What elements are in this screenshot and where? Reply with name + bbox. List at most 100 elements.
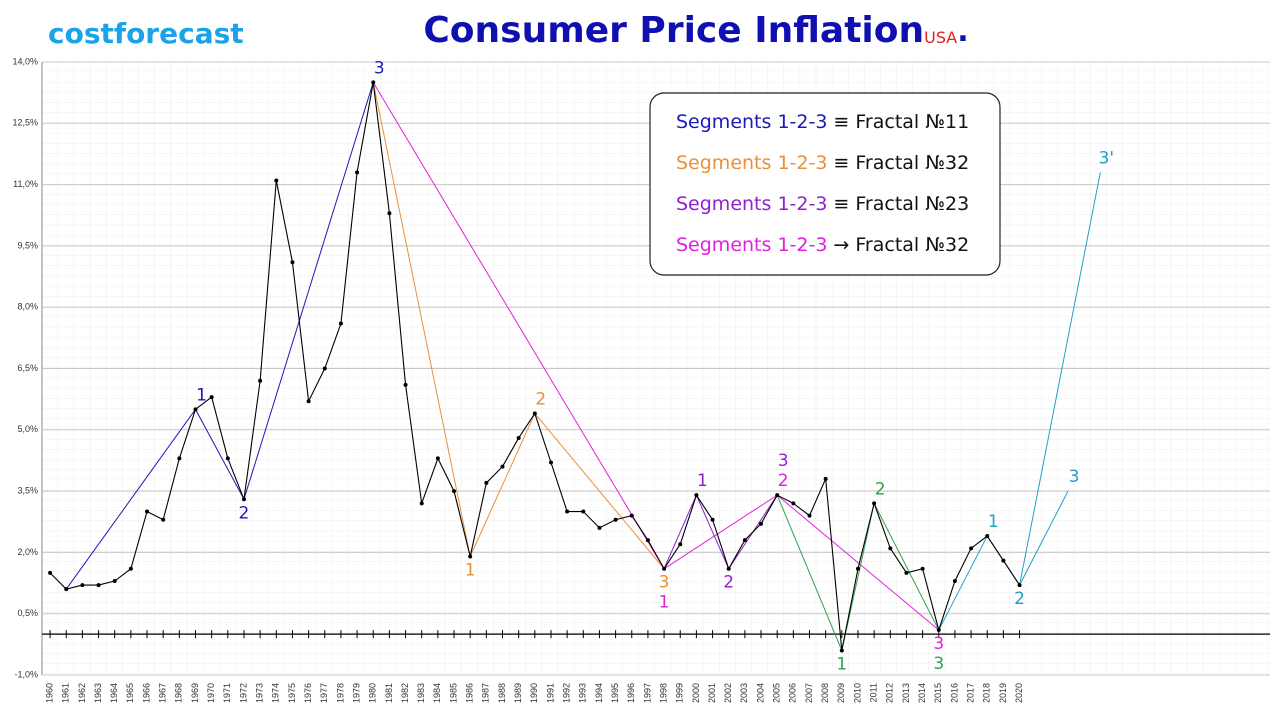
legend-text: ≡ Fractal №11 (833, 111, 969, 133)
data-point (516, 435, 521, 440)
data-point (80, 583, 85, 588)
data-point (48, 570, 53, 575)
legend-box (649, 92, 1001, 276)
x-tick-label: 2016 (949, 683, 959, 703)
fractal-label: 2 (535, 389, 546, 409)
fractal-label: 3 (1069, 467, 1080, 487)
y-tick-label: 0,5% (17, 608, 38, 618)
data-point (193, 407, 198, 412)
x-tick-label: 1976 (303, 683, 313, 703)
legend-name: Segments 1-2-3 (676, 111, 827, 133)
x-tick-label: 2005 (772, 683, 782, 703)
fractal-label: 3 (659, 573, 670, 593)
y-tick-label: 2,0% (17, 547, 38, 557)
data-point (161, 517, 166, 522)
x-tick-label: 1989 (513, 683, 523, 703)
x-tick-label: 1996 (626, 683, 636, 703)
data-point (96, 583, 101, 588)
x-tick-label: 1980 (368, 683, 378, 703)
x-tick-label: 2010 (852, 683, 862, 703)
data-point (322, 366, 327, 371)
data-point (225, 456, 230, 461)
chart-title: Consumer Price InflationUSA. (423, 10, 968, 51)
x-tick-label: 1994 (594, 683, 604, 703)
x-tick-label: 2001 (707, 683, 717, 703)
x-tick-label: 1971 (222, 683, 232, 703)
legend-entry: Segments 1-2-3 ≡ Fractal №11 (676, 111, 969, 133)
data-point (452, 489, 457, 494)
x-tick-label: 1965 (125, 683, 135, 703)
y-tick-label: 5,0% (17, 424, 38, 434)
fractal-label: 1 (196, 385, 207, 405)
data-point (565, 509, 570, 514)
x-tick-label: 2013 (901, 683, 911, 703)
fractal-label: 3' (1099, 148, 1115, 168)
fractal-label: 1 (659, 593, 670, 613)
x-tick-label: 1995 (610, 683, 620, 703)
data-point (484, 480, 489, 485)
title-main: Consumer Price Inflation (423, 10, 924, 51)
legend-entry: Segments 1-2-3 → Fractal №32 (676, 234, 969, 256)
x-tick-label: 2007 (804, 683, 814, 703)
x-tick-label: 2003 (739, 683, 749, 703)
fractal-label: 2 (239, 503, 250, 523)
y-tick-label: 14,0% (12, 56, 38, 66)
data-point (742, 538, 747, 543)
x-tick-label: 1997 (642, 683, 652, 703)
data-point (177, 456, 182, 461)
data-point (258, 378, 263, 383)
data-point (694, 493, 699, 498)
data-point (904, 570, 909, 575)
x-tick-label: 1970 (206, 683, 216, 703)
fractal-segment (372, 82, 940, 631)
data-point (128, 566, 133, 571)
data-point (823, 476, 828, 481)
x-tick-label: 1979 (351, 683, 361, 703)
y-tick-label: 6,5% (17, 363, 38, 373)
x-tick-label: 1993 (578, 683, 588, 703)
x-tick-label: 2000 (691, 683, 701, 703)
x-tick-label: 1999 (675, 683, 685, 703)
x-tick-label: 1969 (190, 683, 200, 703)
y-tick-label: 12,5% (12, 118, 38, 128)
legend-text: ≡ Fractal №23 (833, 193, 969, 215)
data-point (613, 517, 618, 522)
brand: costforecast (48, 17, 244, 50)
x-tick-label: 1968 (174, 683, 184, 703)
data-point (855, 566, 860, 571)
x-tick-label: 1978 (335, 683, 345, 703)
data-point (726, 566, 731, 571)
x-tick-label: 2004 (755, 683, 765, 703)
data-point (274, 178, 279, 183)
y-tick-label: 11,0% (13, 179, 38, 189)
x-tick-label: 2017 (965, 683, 975, 703)
data-point (290, 260, 295, 265)
data-point (112, 579, 117, 584)
fractal-label: 2 (723, 573, 734, 593)
data-point (355, 170, 360, 175)
x-tick-label: 1992 (562, 683, 572, 703)
x-tick-label: 2002 (723, 683, 733, 703)
data-point (241, 497, 246, 502)
x-tick-label: 1977 (319, 683, 329, 703)
x-tick-label: 1966 (141, 683, 151, 703)
data-point (532, 411, 537, 416)
data-point (969, 546, 974, 551)
legend-name: Segments 1-2-3 (676, 234, 827, 256)
x-tick-label: 1981 (384, 683, 394, 703)
legend-entry: Segments 1-2-3 ≡ Fractal №32 (676, 152, 969, 174)
x-tick-label: 1998 (658, 683, 668, 703)
fractal-label: 2 (1014, 589, 1025, 609)
x-tick-label: 2011 (869, 683, 879, 702)
data-point (920, 566, 925, 571)
data-point (64, 587, 69, 592)
data-point (710, 517, 715, 522)
data-point (872, 501, 877, 506)
data-point (807, 513, 812, 518)
data-point (888, 546, 893, 551)
x-tick-label: 1973 (255, 683, 265, 703)
fractal-label: 1 (465, 560, 476, 580)
x-tick-label: 1982 (400, 683, 410, 703)
data-point (678, 542, 683, 547)
